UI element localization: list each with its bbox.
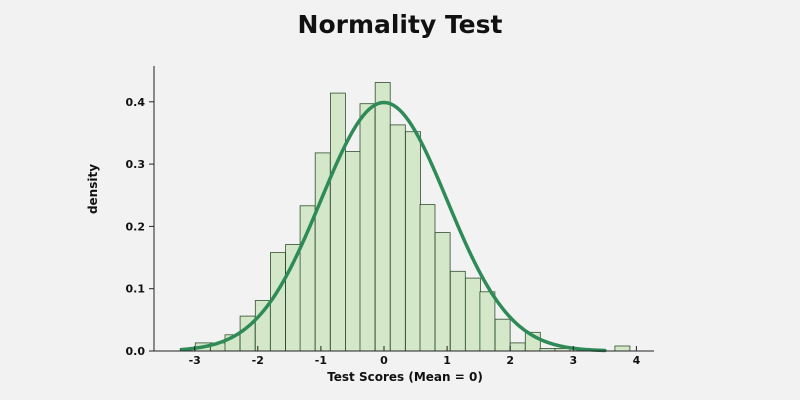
histogram-bar	[494, 318, 511, 352]
histogram-bars	[179, 82, 631, 352]
histogram-bar	[434, 232, 451, 352]
histogram-bar	[479, 291, 496, 352]
histogram-bar	[269, 252, 286, 352]
histogram-bar	[405, 131, 421, 352]
y-axis-ticks: 0.0 0.1 0.2 0.3 0.4	[126, 96, 154, 358]
histogram-bar	[614, 345, 631, 352]
x-tick-label: -3	[189, 354, 201, 367]
y-tick-label: 0.2	[126, 220, 146, 233]
histogram-bar	[419, 204, 436, 352]
x-tick-label: 4	[633, 354, 641, 367]
x-tick-label: 2	[506, 354, 514, 367]
histogram-bar	[464, 277, 481, 352]
x-tick-label: 3	[569, 354, 577, 367]
histogram-bar	[254, 300, 271, 352]
y-axis-label: density	[86, 164, 100, 214]
histogram-bar	[374, 82, 391, 352]
x-axis-label: Test Scores (Mean = 0)	[327, 370, 483, 384]
y-tick-label: 0.1	[126, 283, 146, 296]
x-tick-label: -2	[252, 354, 264, 367]
y-tick-label: 0.3	[126, 158, 146, 171]
histogram-bar	[359, 103, 376, 352]
histogram-bar	[449, 270, 466, 352]
x-tick-label: 1	[443, 354, 451, 367]
y-tick-label: 0.4	[126, 96, 146, 109]
histogram-bar	[389, 124, 406, 352]
x-tick-label: 0	[380, 354, 388, 367]
histogram-bar	[509, 342, 526, 352]
normal-density-curve	[180, 100, 607, 353]
x-tick-label: -1	[315, 354, 327, 367]
histogram-bar	[345, 151, 361, 352]
x-axis-ticks: -3 -2 -1 0 1 2 3 4	[189, 346, 641, 367]
chart-title: Normality Test	[297, 10, 503, 39]
histogram-bar	[329, 92, 346, 352]
y-tick-label: 0.0	[126, 345, 146, 358]
